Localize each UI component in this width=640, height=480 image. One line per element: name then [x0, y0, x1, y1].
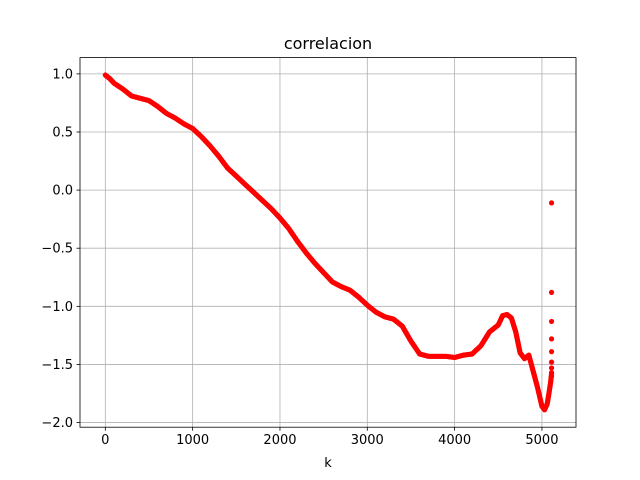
y-tick-label: −0.5: [41, 242, 73, 257]
x-tick-label: 0: [101, 433, 109, 448]
x-tick-label: 1000: [176, 433, 209, 448]
chart-title: correlacion: [284, 34, 372, 53]
y-tick-label: 0.5: [52, 125, 73, 140]
x-tick-label: 2000: [263, 433, 296, 448]
y-tick-label: −1.0: [41, 300, 73, 315]
grid: [80, 57, 576, 428]
y-tick-label: −2.0: [41, 416, 73, 431]
data-points: [102, 72, 555, 413]
data-point: [548, 359, 555, 365]
x-tick-label: 4000: [438, 433, 471, 448]
y-tick-label: 1.0: [52, 67, 73, 82]
data-point: [548, 289, 555, 295]
ticks: 0 1000 2000 3000 4000 5000 1.0 0.5 0.0 −0.5 −1.0 −1…: [41, 67, 558, 448]
y-tick-label: −1.5: [41, 358, 73, 373]
data-point: [548, 349, 555, 355]
y-tick-label: 0.0: [52, 184, 73, 199]
x-axis-label: k: [324, 456, 332, 471]
data-point: [548, 373, 555, 379]
x-tick-label: 5000: [525, 433, 558, 448]
data-point: [548, 365, 555, 371]
plot-frame: [79, 57, 577, 428]
x-tick-label: 3000: [351, 433, 384, 448]
data-point: [548, 336, 555, 342]
data-point: [548, 200, 555, 206]
data-point: [548, 318, 555, 325]
